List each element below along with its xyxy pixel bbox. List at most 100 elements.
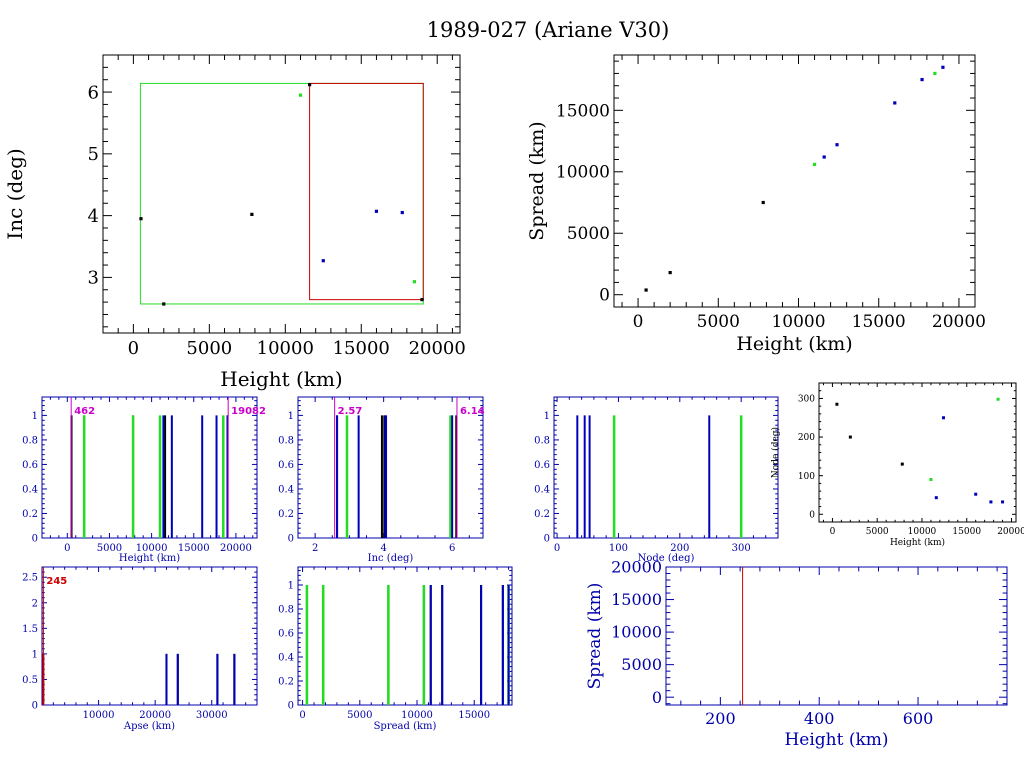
range-marker-label: 462 [74,406,95,417]
x-tick-label: 5000 [186,338,232,359]
x-tick-label: 15000 [952,527,981,537]
x-tick-label: 5000 [697,312,740,332]
x-axis-label: Height (km) [119,553,180,564]
x-tick-label: 100 [609,543,628,554]
y-axis-label: Spread (km) [585,583,605,690]
green-data-point [298,93,303,97]
blue-data-point [321,259,325,263]
y-tick-label: 5000 [621,655,662,674]
y-tick-label: 15000 [611,590,662,609]
green-data-point [929,478,933,482]
x-tick-label: 10000 [908,527,937,537]
x-axis-label: Spread (km) [374,721,437,732]
y-axis-label: Node (deg) [770,427,781,478]
x-tick-label: 10000 [257,338,314,359]
x-tick-label: 15000 [178,543,210,554]
y-tick-label: 6 [88,82,99,103]
black-data-point [835,402,839,406]
y-tick-label: 100 [798,472,815,482]
x-tick-label: 20000 [220,543,252,554]
height-histogram: 0 5000 10000 15000 20000 0 0.2 0.4 0.6 0.8 1 Height… [22,396,266,564]
spread-histogram: 0 5000 10000 15000 0 0.2 0.4 0.6 0.8 1 Spread (km) [278,566,513,732]
blue-data-point [941,65,945,69]
x-tick-label: 200 [670,543,689,554]
y-tick-label: 0.6 [278,629,294,640]
x-axis-label: Height (km) [890,537,945,548]
blue-data-point [934,496,938,500]
plot-frame [553,396,779,539]
x-tick-label: 15000 [333,338,390,359]
y-tick-label: 0.8 [278,435,294,446]
y-tick-label: 5000 [567,224,610,244]
green-data-point [412,280,417,284]
x-tick-label: 4 [380,543,386,554]
x-tick-label: 0 [554,543,560,554]
y-tick-label: 15000 [556,101,610,121]
y-tick-label: 0 [32,701,38,712]
x-tick-label: 10000 [136,543,168,554]
blue-data-point [1001,500,1005,504]
x-tick-label: 10000 [83,710,115,721]
blue-data-point [893,101,897,105]
x-tick-label: 0 [633,312,644,332]
y-tick-label: 300 [798,395,815,405]
red-range-box [309,82,424,301]
apse-histogram: 10000 20000 30000 0 0.5 1 1.5 2 2.5 Apse (km) 245 [22,566,258,732]
y-tick-label: 0.6 [22,460,38,471]
x-tick-label: 20000 [997,527,1024,537]
x-tick-label: 5000 [347,710,372,721]
plot-frame [818,382,1017,523]
x-axis-label: Height (km) [220,367,342,391]
y-tick-label: 10000 [611,623,662,642]
y-tick-label: 0.4 [278,484,294,495]
x-tick-label: 20000 [139,710,171,721]
y-tick-label: 1 [288,411,294,422]
range-marker-label: 2.57 [338,406,363,417]
y-tick-label: 0 [288,534,294,545]
y-tick-label: 1 [288,581,294,592]
x-tick-label: 0 [299,710,305,721]
blue-data-point [920,77,924,82]
x-tick-label: 10000 [771,312,825,332]
y-tick-label: 0.8 [534,435,550,446]
range-marker-label: 6.14 [460,406,485,417]
y-tick-label: 0.8 [22,435,38,446]
x-axis-label: Inc (deg) [368,553,414,564]
y-tick-label: 0.4 [534,484,550,495]
x-tick-label: 600 [903,709,934,728]
y-tick-label: 0 [809,510,815,520]
black-data-point [848,435,852,439]
blue-data-point [374,209,379,213]
x-axis-label: Height (km) [784,730,888,750]
y-tick-label: 0.5 [22,675,38,686]
green-data-point [812,162,817,167]
y-tick-label: 0 [652,688,662,707]
y-axis-label: Inc (deg) [3,148,27,239]
x-tick-label: 20000 [409,338,466,359]
node-vs-height-plot: 0 5000 10000 15000 20000 0 100 200 300 Height (km… [770,382,1024,548]
blue-data-point [822,155,826,159]
black-data-point [139,217,143,221]
x-tick-label: 10000 [401,710,433,721]
plot-frame [297,396,484,539]
x-tick-label: 0 [64,543,70,554]
plot-frame [613,54,976,308]
y-tick-label: 10000 [556,163,610,183]
black-data-point [644,288,648,292]
x-tick-label: 400 [804,709,835,728]
x-tick-label: 30000 [196,710,228,721]
inc-histogram: 2 4 6 0 0.2 0.4 0.6 0.8 1 Inc (deg) 2.57 6.14 [278,396,485,564]
y-tick-label: 0.2 [22,509,38,520]
x-tick-label: 300 [732,543,751,554]
plot-frame [41,396,258,539]
x-axis-label: Height (km) [736,333,852,355]
black-data-point [250,212,254,216]
green-range-box [139,82,424,305]
y-tick-label: 5 [88,144,99,165]
y-tick-label: 1.5 [22,624,38,635]
y-tick-label: 0.6 [278,460,294,471]
spread-vs-height-low-plot: 200 400 600 0 5000 10000 15000 20000 Height (km)… [585,558,1008,750]
blue-data-point [835,143,839,147]
blue-data-point [941,416,945,420]
black-data-point [761,200,765,205]
